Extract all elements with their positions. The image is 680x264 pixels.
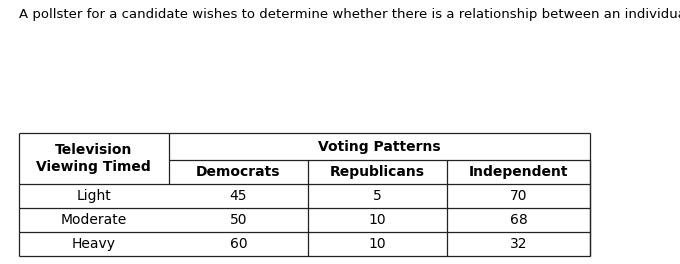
Text: Voting Patterns: Voting Patterns bbox=[318, 139, 441, 154]
Text: Independent: Independent bbox=[469, 165, 568, 179]
Text: 68: 68 bbox=[510, 213, 528, 227]
Text: 45: 45 bbox=[230, 189, 247, 203]
Text: Heavy: Heavy bbox=[72, 237, 116, 251]
Text: Republicans: Republicans bbox=[330, 165, 425, 179]
Text: 5: 5 bbox=[373, 189, 382, 203]
Text: 50: 50 bbox=[230, 213, 247, 227]
Text: 32: 32 bbox=[510, 237, 528, 251]
Text: 10: 10 bbox=[369, 213, 386, 227]
Text: Democrats: Democrats bbox=[196, 165, 281, 179]
Text: Television
Viewing Timed: Television Viewing Timed bbox=[37, 143, 151, 174]
Text: A pollster for a candidate wishes to determine whether there is a relationship b: A pollster for a candidate wishes to det… bbox=[19, 8, 680, 21]
Text: Moderate: Moderate bbox=[61, 213, 127, 227]
Text: 70: 70 bbox=[510, 189, 528, 203]
Text: Light: Light bbox=[76, 189, 112, 203]
Text: 10: 10 bbox=[369, 237, 386, 251]
Text: 60: 60 bbox=[230, 237, 247, 251]
